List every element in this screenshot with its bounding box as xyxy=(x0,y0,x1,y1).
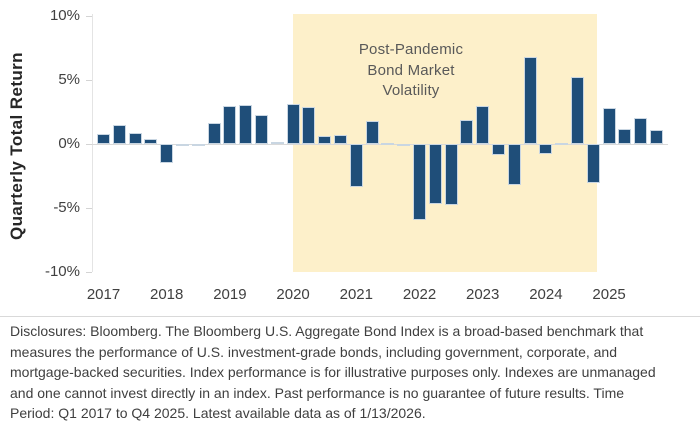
bar xyxy=(349,144,363,188)
x-axis-year-label: 2020 xyxy=(276,286,310,303)
x-axis-year-label: 2022 xyxy=(402,286,437,303)
x-axis-year-label: 2017 xyxy=(86,286,121,303)
bar xyxy=(523,56,537,144)
bar xyxy=(555,143,569,146)
bar xyxy=(413,144,426,220)
y-axis-tick-label: 10% xyxy=(49,7,80,24)
bar xyxy=(571,77,584,144)
x-axis-year-label: 2025 xyxy=(592,286,626,303)
bar xyxy=(270,141,284,144)
bar xyxy=(650,129,663,144)
bar xyxy=(239,104,253,144)
bar xyxy=(618,128,632,144)
bar xyxy=(128,133,142,144)
quarterly-return-bar-chart: Quarterly Total Return Post-Pandemic Bond… xyxy=(7,7,668,303)
bar xyxy=(586,144,600,184)
y-axis-tick-label: 0% xyxy=(58,135,80,152)
zero-baseline xyxy=(92,144,668,145)
bar xyxy=(634,118,648,144)
disclosure-text: Disclosures: Bloomberg. The Bloomberg U.… xyxy=(0,316,700,424)
bar xyxy=(460,120,474,144)
y-axis-tick-label: -10% xyxy=(44,263,80,280)
y-axis-tick-label: -5% xyxy=(53,199,80,216)
bar xyxy=(507,144,521,186)
bar xyxy=(207,123,221,144)
y-axis-tick xyxy=(86,272,92,273)
bar xyxy=(286,103,300,144)
annotation-line: Bond Market xyxy=(367,61,455,79)
bar xyxy=(602,108,616,144)
bar xyxy=(318,136,332,144)
bar xyxy=(112,125,126,144)
annotation-line: Post-Pandemic xyxy=(358,41,464,58)
x-axis-year-label: 2023 xyxy=(466,286,500,303)
bar xyxy=(223,106,237,144)
bar xyxy=(428,144,442,204)
bar xyxy=(255,114,268,144)
y-axis-tick xyxy=(86,80,92,81)
x-axis-year-label: 2021 xyxy=(339,286,373,303)
bar xyxy=(334,135,347,144)
y-axis-line xyxy=(92,14,93,272)
bar xyxy=(492,144,505,155)
y-axis-tick xyxy=(86,16,92,17)
y-axis-tick xyxy=(86,208,92,209)
bar xyxy=(476,106,490,144)
bar xyxy=(302,106,316,144)
bar xyxy=(539,144,553,154)
y-axis-tick-label: 5% xyxy=(58,71,80,88)
bar xyxy=(176,144,189,146)
bar xyxy=(144,139,158,144)
bar xyxy=(397,143,411,146)
bar xyxy=(365,120,379,144)
bar xyxy=(97,133,110,144)
x-axis-year-label: 2019 xyxy=(213,286,247,303)
bar xyxy=(160,144,174,163)
bar xyxy=(191,143,205,146)
x-axis-year-label: 2024 xyxy=(529,286,563,303)
bar xyxy=(381,143,395,146)
y-axis-tick xyxy=(86,144,92,145)
x-axis-year-label: 2018 xyxy=(150,286,184,303)
bar xyxy=(444,144,458,205)
annotation-line: Volatility xyxy=(382,82,440,99)
